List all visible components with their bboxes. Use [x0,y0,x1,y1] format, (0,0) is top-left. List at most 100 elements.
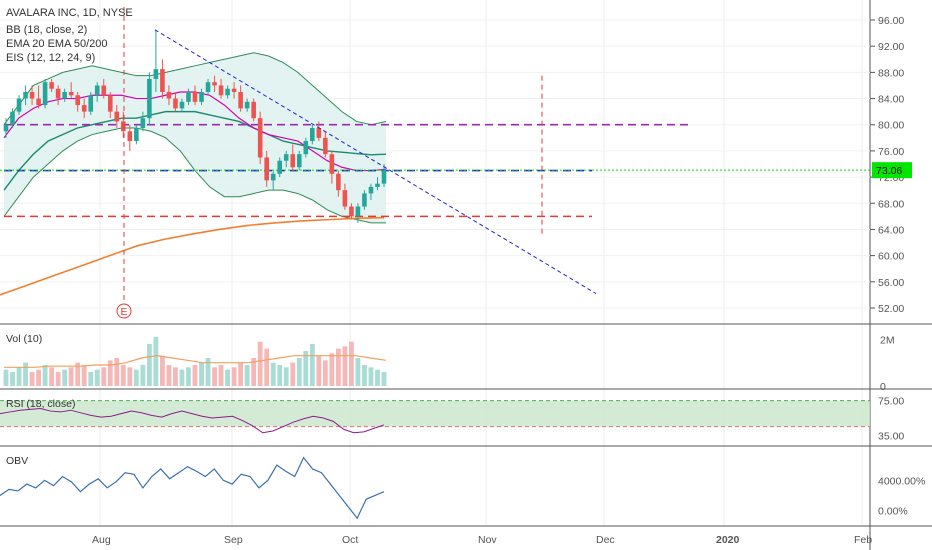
trendline [154,29,597,295]
volume-bar [199,362,204,386]
candle-body [342,190,348,207]
volume-tick-label: 0 [880,381,886,393]
price-tick-label: 88.00 [878,67,904,79]
candle-body [166,92,172,99]
indicator-bb-label[interactable]: BB (18, close, 2) [6,24,87,36]
candle-body [323,137,328,155]
volume-bar [146,344,152,386]
candle-body [68,92,74,96]
candle-body [381,170,387,184]
chart-title[interactable]: AVALARA INC, 1D, NYSE [6,7,133,19]
price-tick-label: 76.00 [878,146,904,158]
candle-body [238,92,243,109]
bollinger-fill [4,52,386,223]
obv-pane-label[interactable]: OBV [6,455,28,467]
volume-bar [277,365,283,386]
volume-bar [179,369,185,386]
candle-body [316,128,322,138]
price-tick-label: 80.00 [878,120,904,132]
obv-tick-label: 0.00% [878,506,908,518]
candle-body [362,193,367,207]
candle-body [173,98,178,109]
candle-body [368,186,374,194]
price-tick-label: 60.00 [878,251,904,263]
candle-body [375,183,380,187]
candle-body [283,154,289,161]
obv-pane: 4000.00% 0.00% [0,456,925,520]
drawings[interactable]: E [116,6,597,319]
earnings-marker [116,303,132,319]
candle-body [16,98,22,112]
candle-body [134,128,139,142]
volume-ma-line [4,355,387,368]
candle-body [336,173,341,191]
candle-body [355,206,361,217]
volume-bar [153,337,159,386]
volume-bar [349,341,354,386]
candle-body [147,78,152,119]
volume-bar [94,369,100,386]
rsi-pane-label[interactable]: RSI (18, close) [6,398,75,410]
ema50-line [3,110,387,191]
volume-bar [375,369,380,386]
volume-pane: 2M 0 [3,334,895,393]
candle-body [277,160,283,174]
candle-body [75,95,80,106]
price-tick-label: 52.00 [878,303,904,315]
candle-body [329,154,335,174]
rsi-tick-label: 35.00 [878,430,904,442]
volume-bar [68,367,74,386]
candle-body [55,88,61,99]
time-tick-label: Oct [342,534,358,546]
rsi-pane: 75.00 35.00 [0,396,904,442]
volume-bar [238,362,244,386]
volume-bar [160,355,165,386]
volume-bar [231,367,237,386]
volume-bar [225,369,230,386]
rsi-tick-label: 75.00 [878,396,904,408]
price-tick-label: 68.00 [878,198,904,210]
volume-bar [81,365,87,386]
volume-bar [140,365,146,386]
volume-bar [166,365,172,386]
indicator-ema-label[interactable]: EMA 20 EMA 50/200 [6,38,108,50]
candle-body [212,82,217,86]
volume-bar [10,372,15,386]
volume-bar [3,369,9,386]
price-gridlines [0,19,870,309]
volume-bar [127,367,133,386]
candle-body [231,88,237,92]
volume-bar [316,355,322,386]
last-price-label: 73.06 [876,165,902,177]
horizontal-levels[interactable] [0,123,870,218]
time-tick-label: Nov [478,534,497,546]
candle-body [10,111,15,125]
volume-bar [368,367,374,386]
volume-bar [342,346,348,386]
candle-body [296,154,302,168]
volume-bar [101,367,107,386]
earnings-marker-label: E [121,306,128,318]
candle-body [88,95,94,112]
obv-line [0,456,385,520]
candle-body [29,92,35,99]
volume-pane-label[interactable]: Vol (10) [6,333,42,345]
time-tick-label: 2020 [716,534,740,546]
volume-bar [290,362,296,386]
candle-body [303,141,309,155]
volume-bar [120,365,126,386]
volume-bar [244,365,250,386]
price-axis: 96.0092.0088.0084.0080.0076.0072.0068.00… [870,15,912,315]
candle-body [114,111,120,122]
indicator-eis-label[interactable]: EIS (12, 12, 24, 9) [6,52,95,64]
bollinger-upper-band [3,52,387,126]
volume-bar [251,358,257,386]
volume-bar [75,362,81,386]
candle-body [153,69,159,79]
rsi-band [0,400,870,427]
volume-bar [114,358,120,386]
price-tick-label: 92.00 [878,41,904,53]
volume-bar [29,372,35,386]
candle-body [94,85,100,96]
